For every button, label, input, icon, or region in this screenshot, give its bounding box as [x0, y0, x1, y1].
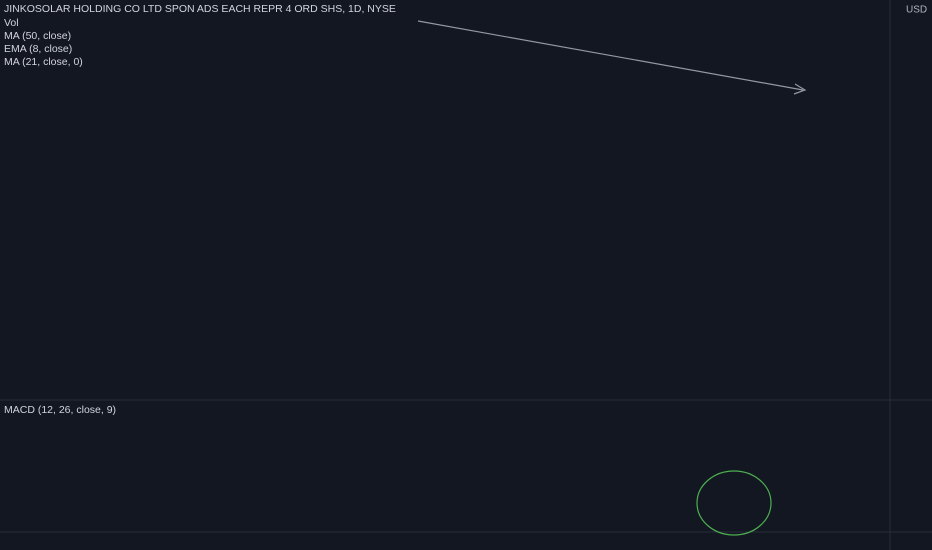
currency: USD: [906, 5, 927, 16]
legend-entry: MA (21, close, 0): [4, 56, 83, 68]
legend-entry: MA (50, close): [4, 30, 71, 42]
legend: JINKOSOLAR HOLDING CO LTD SPON ADS EACH …: [4, 3, 396, 416]
legend-entry: Vol: [4, 17, 19, 29]
trend-arrow: [793, 83, 807, 95]
chart-title: JINKOSOLAR HOLDING CO LTD SPON ADS EACH …: [4, 3, 396, 15]
highlight-ellipse: [696, 470, 772, 536]
legend-entry: EMA (8, close): [4, 43, 72, 55]
indicator-title: MACD (12, 26, close, 9): [4, 404, 116, 416]
trend-line: [417, 20, 804, 91]
